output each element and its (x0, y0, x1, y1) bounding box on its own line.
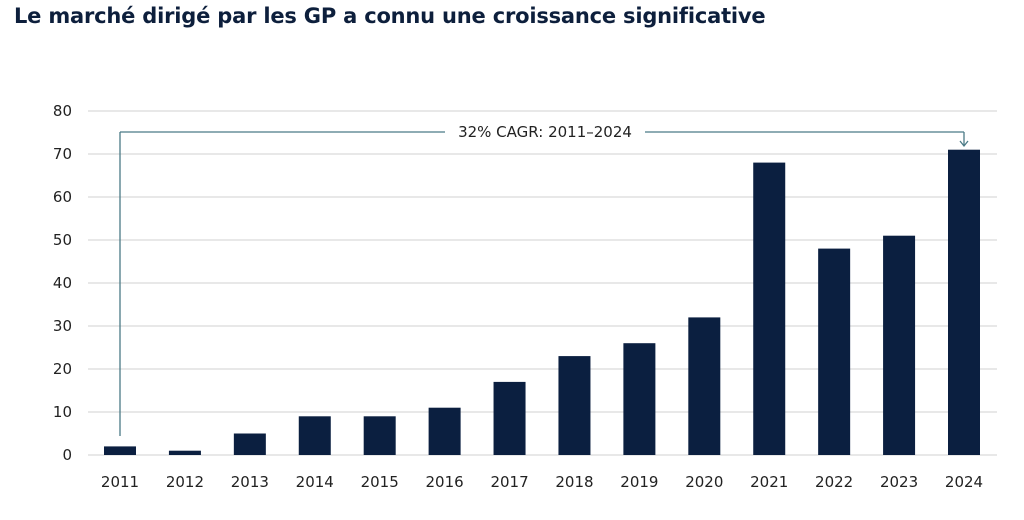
x-tick-label: 2023 (880, 473, 918, 491)
bar-2016 (428, 407, 461, 455)
bar-2018 (558, 356, 591, 455)
bar-2013 (233, 433, 266, 455)
x-tick-label: 2016 (426, 473, 464, 491)
bar-2011 (104, 446, 136, 455)
y-tick-label: 10 (53, 403, 72, 421)
x-tick-label: 2019 (620, 473, 658, 491)
x-tick-label: 2021 (750, 473, 788, 491)
bar-2020 (688, 317, 721, 455)
bar-2024 (948, 149, 980, 455)
annotation-label: 32% CAGR: 2011–2024 (458, 123, 632, 141)
y-tick-label: 30 (53, 317, 72, 335)
x-tick-label: 2024 (945, 473, 983, 491)
annotation-arrow-icon (959, 140, 969, 148)
x-tick-label: 2018 (555, 473, 593, 491)
y-tick-label: 80 (53, 102, 72, 120)
bar-2019 (623, 343, 656, 455)
bar-2021 (753, 162, 786, 455)
y-tick-label: 50 (53, 231, 72, 249)
bar-2014 (298, 416, 331, 455)
x-tick-label: 2012 (166, 473, 204, 491)
x-tick-label: 2013 (231, 473, 269, 491)
y-tick-label: 0 (62, 446, 72, 464)
bar-2012 (168, 450, 201, 455)
bar-2015 (363, 416, 396, 455)
y-tick-label: 40 (53, 274, 72, 292)
bar-2017 (493, 381, 526, 455)
x-tick-label: 2015 (361, 473, 399, 491)
x-tick-label: 2022 (815, 473, 853, 491)
x-tick-label: 2011 (101, 473, 139, 491)
x-tick-label: 2017 (490, 473, 528, 491)
bar-2022 (818, 248, 851, 455)
x-tick-label: 2014 (296, 473, 334, 491)
chart-title: Le marché dirigé par les GP a connu une … (14, 4, 766, 28)
y-tick-label: 60 (53, 188, 72, 206)
bar-2023 (883, 235, 916, 455)
y-tick-label: 70 (53, 145, 72, 163)
x-tick-label: 2020 (685, 473, 723, 491)
y-tick-label: 20 (53, 360, 72, 378)
